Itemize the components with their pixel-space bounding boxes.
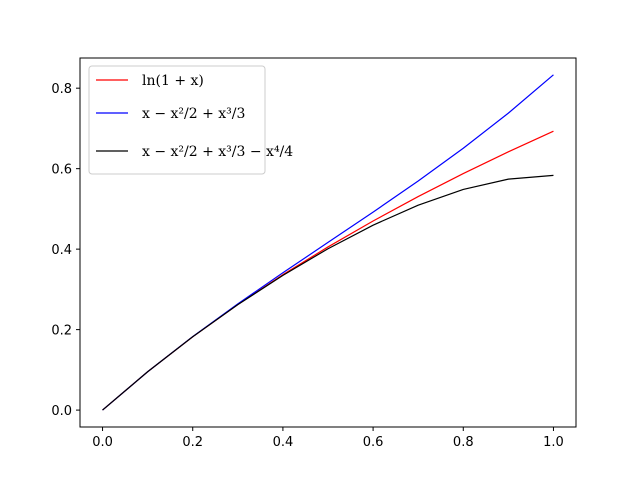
legend-label-series-1: x − x²/2 + x³/3 <box>142 106 245 122</box>
x-tick-label-3: 0.6 <box>363 435 384 450</box>
y-tick-label-4: 0.8 <box>51 82 72 97</box>
x-tick-label-1: 0.2 <box>182 435 203 450</box>
series-line-2 <box>102 174 554 411</box>
axes-layer: 0.0 0.2 0.4 0.6 0.8 1.0 0.0 0.2 0.4 0.6 0.8 <box>51 57 577 450</box>
x-tick-label-5: 1.0 <box>543 435 564 450</box>
legend-frame <box>88 65 266 175</box>
plot-frame <box>79 57 577 428</box>
legend: ln(1 + x) x − x²/2 + x³/3 x − x²/2 + x³/… <box>88 65 293 175</box>
y-tick-label-1: 0.2 <box>51 324 72 339</box>
x-tick-label-0: 0.0 <box>92 435 113 450</box>
legend-label-series-0: ln(1 + x) <box>142 73 204 89</box>
x-tick-label-2: 0.4 <box>273 435 294 450</box>
legend-label-series-2: x − x²/2 + x³/3 − x⁴/4 <box>142 144 293 160</box>
y-tick-label-2: 0.4 <box>51 243 72 258</box>
x-tick-label-4: 0.8 <box>453 435 474 450</box>
y-tick-label-3: 0.6 <box>51 163 72 178</box>
series-layer <box>102 74 554 411</box>
y-tick-label-0: 0.0 <box>51 404 72 419</box>
